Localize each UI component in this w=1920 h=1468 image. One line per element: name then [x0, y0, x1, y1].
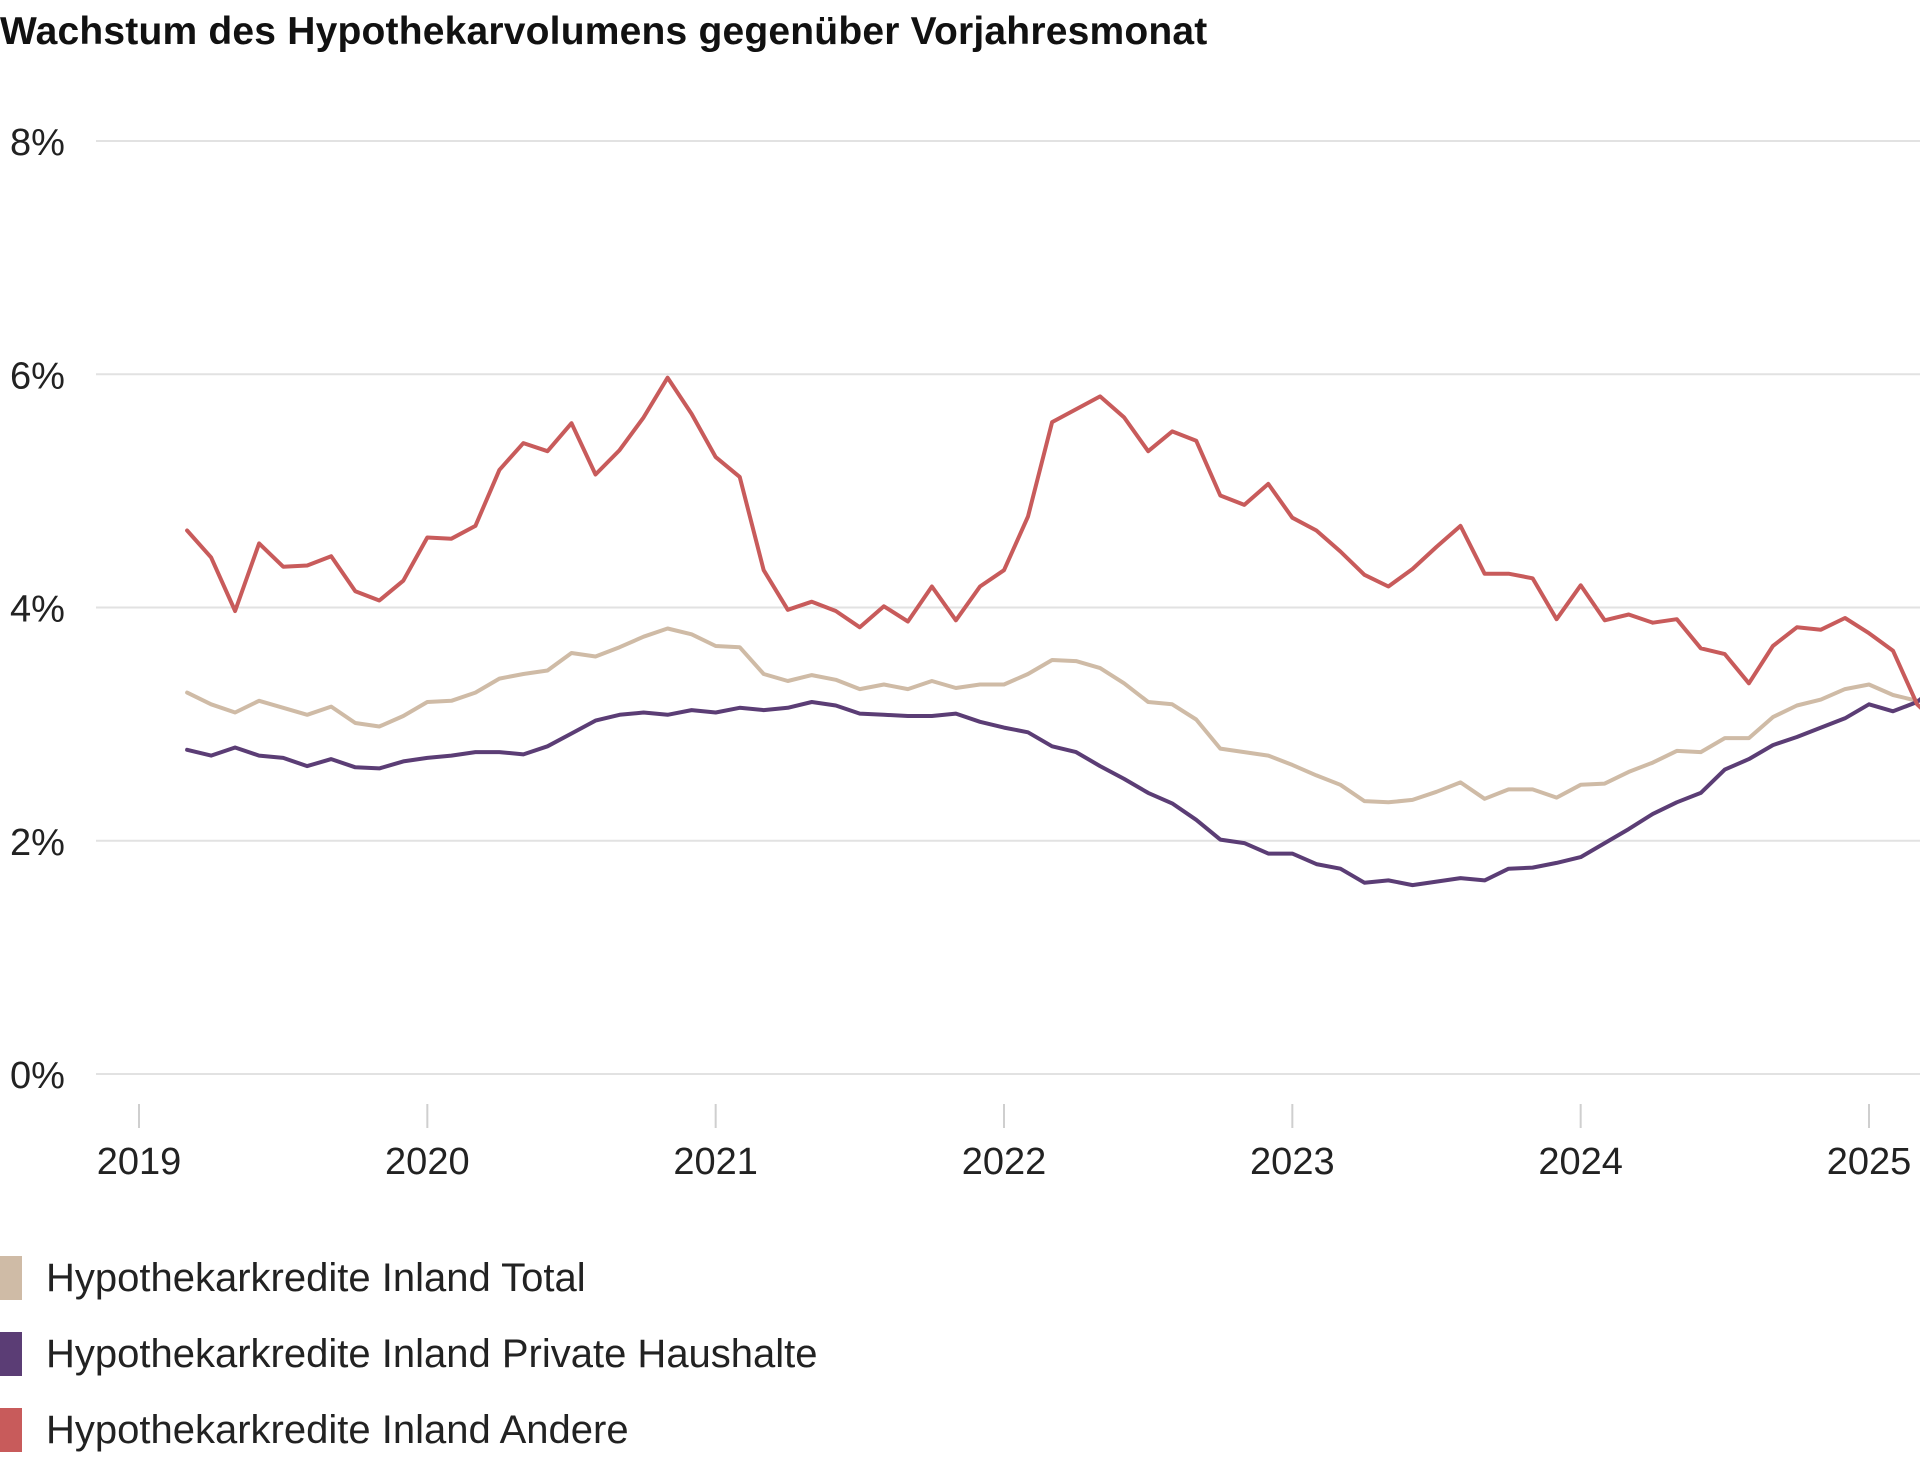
- x-axis-ticks: [138, 1104, 1870, 1128]
- x-tick-label: 2021: [673, 1141, 758, 1183]
- x-tick-label: 2019: [97, 1141, 182, 1183]
- legend-item-total[interactable]: Hypothekarkredite Inland Total: [0, 1240, 818, 1316]
- legend-swatch-total: [0, 1256, 22, 1300]
- legend-item-private-households[interactable]: Hypothekarkredite Inland Private Haushal…: [0, 1316, 818, 1392]
- y-tick-label: 2%: [10, 822, 65, 864]
- series-line-private-households: [185, 696, 1920, 888]
- y-tick-label: 8%: [10, 122, 65, 164]
- series-line-total: [185, 626, 1920, 805]
- y-tick-label: 4%: [10, 589, 65, 631]
- x-tick-label: 2022: [962, 1141, 1047, 1183]
- legend-swatch-private-households: [0, 1332, 22, 1376]
- y-tick-label: 0%: [10, 1055, 65, 1097]
- legend-item-other[interactable]: Hypothekarkredite Inland Andere: [0, 1392, 818, 1468]
- x-tick-label: 2024: [1538, 1141, 1623, 1183]
- y-tick-label: 6%: [10, 355, 65, 397]
- chart-title: Wachstum des Hypothekarvolumens gegenübe…: [0, 10, 1208, 53]
- legend: Hypothekarkredite Inland Total Hypotheka…: [0, 1240, 818, 1468]
- legend-label-total: Hypothekarkredite Inland Total: [46, 1255, 586, 1300]
- series-line-other: [185, 375, 1920, 710]
- legend-label-other: Hypothekarkredite Inland Andere: [46, 1407, 629, 1452]
- y-axis-labels: 0% 2% 4% 6% 8%: [10, 122, 65, 1097]
- legend-label-private-households: Hypothekarkredite Inland Private Haushal…: [46, 1331, 818, 1376]
- x-tick-label: 2023: [1250, 1141, 1335, 1183]
- x-axis-labels: 2019 2020 2021 2022 2023 2024 2025: [97, 1141, 1912, 1183]
- x-tick-label: 2020: [385, 1141, 470, 1183]
- x-tick-label: 2025: [1827, 1141, 1912, 1183]
- legend-swatch-other: [0, 1408, 22, 1452]
- grid-lines: [96, 140, 1920, 1075]
- series-lines: [185, 375, 1920, 888]
